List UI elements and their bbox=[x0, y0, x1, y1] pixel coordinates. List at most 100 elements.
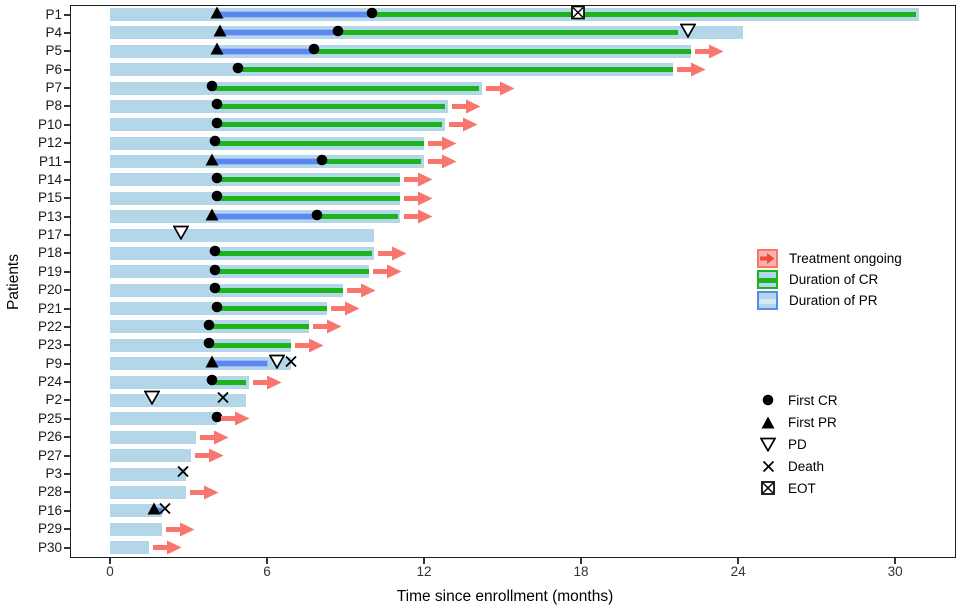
y-tick-label-P15: P15 bbox=[37, 190, 62, 206]
y-tick-label-P22: P22 bbox=[37, 318, 62, 334]
y-tick-label-P19: P19 bbox=[37, 263, 62, 279]
y-tick-mark-P18 bbox=[64, 252, 70, 255]
x-tick-label-6: 6 bbox=[263, 564, 271, 579]
y-tick-mark-P6 bbox=[64, 68, 70, 71]
bar-total-P28 bbox=[110, 485, 186, 499]
y-tick-mark-P22 bbox=[64, 325, 70, 328]
bar-total-P25 bbox=[110, 412, 218, 426]
x-tick-label-12: 12 bbox=[416, 564, 432, 579]
y-tick-mark-P10 bbox=[64, 123, 70, 126]
legend-label-first_cr: First CR bbox=[788, 392, 838, 408]
y-tick-mark-P11 bbox=[64, 160, 70, 163]
bar-total-P30 bbox=[110, 541, 150, 555]
y-tick-label-P8: P8 bbox=[45, 98, 62, 114]
first_pr-marker-P4 bbox=[213, 24, 227, 42]
ongoing-arrow-P30 bbox=[153, 540, 182, 560]
segment-cr-P8 bbox=[217, 103, 445, 109]
ongoing-arrow-P23 bbox=[294, 338, 324, 358]
legend-item-first_cr: First CR bbox=[760, 392, 838, 408]
y-tick-label-P21: P21 bbox=[37, 300, 62, 316]
segment-pr-P9 bbox=[212, 361, 268, 367]
y-tick-mark-P7 bbox=[64, 87, 70, 90]
ongoing-arrow-P18 bbox=[378, 246, 407, 266]
segment-cr-P15 bbox=[217, 195, 401, 201]
y-tick-label-P27: P27 bbox=[37, 447, 62, 463]
legend-label-eot: EOT bbox=[788, 480, 816, 496]
ongoing-arrow-P22 bbox=[312, 319, 342, 339]
ongoing-arrow-P26 bbox=[200, 430, 229, 450]
x-tick-mark-18 bbox=[580, 558, 583, 564]
y-tick-label-P9: P9 bbox=[45, 355, 62, 371]
first_cr-legend-icon bbox=[760, 392, 776, 408]
ongoing-arrow-P25 bbox=[221, 411, 250, 431]
y-tick-label-P30: P30 bbox=[37, 539, 62, 555]
y-tick-label-P28: P28 bbox=[37, 484, 62, 500]
first_cr-marker-P13 bbox=[311, 208, 323, 226]
pd-marker-P2 bbox=[143, 390, 161, 410]
y-tick-mark-P27 bbox=[64, 454, 70, 457]
x-tick-mark-24 bbox=[737, 558, 740, 564]
y-tick-label-P3: P3 bbox=[45, 466, 62, 481]
y-tick-label-P14: P14 bbox=[37, 171, 62, 187]
ongoing-arrow-P29 bbox=[166, 522, 195, 542]
y-tick-label-P23: P23 bbox=[37, 337, 62, 353]
bar-total-P29 bbox=[110, 522, 163, 536]
y-tick-mark-P15 bbox=[64, 197, 70, 200]
pd-marker-P9 bbox=[269, 354, 286, 374]
death-marker-P9 bbox=[284, 355, 297, 373]
legend-item-death: Death bbox=[760, 458, 824, 474]
y-tick-label-P25: P25 bbox=[37, 410, 62, 426]
first_cr-marker-P7 bbox=[206, 79, 218, 97]
ongoing-arrow-P6 bbox=[676, 62, 706, 82]
y-tick-mark-P16 bbox=[64, 509, 70, 512]
first_cr-marker-P5 bbox=[308, 42, 320, 60]
first_cr-marker-P23 bbox=[203, 336, 215, 354]
first_cr-marker-P19 bbox=[209, 263, 221, 281]
legend-item-cr: Duration of CR bbox=[757, 270, 878, 289]
segment-cr-P14 bbox=[217, 177, 401, 183]
segment-cr-P22 bbox=[209, 324, 309, 330]
first_pr-marker-P9 bbox=[205, 355, 219, 373]
bar-total-P27 bbox=[110, 449, 192, 463]
segment-pr-P4 bbox=[219, 30, 338, 36]
bar-total-P26 bbox=[110, 430, 197, 444]
legend-label-first_pr: First PR bbox=[788, 414, 837, 430]
segment-pr-P1 bbox=[217, 12, 372, 17]
death-marker-P16 bbox=[158, 502, 171, 520]
first_cr-marker-P25 bbox=[211, 410, 223, 428]
ongoing-arrow-P11 bbox=[428, 154, 457, 174]
legend-label-death: Death bbox=[788, 458, 825, 474]
x-tick-mark-6 bbox=[266, 558, 269, 564]
legend-item-ongoing: Treatment ongoing bbox=[757, 249, 902, 268]
legend-label-cr: Duration of CR bbox=[789, 272, 879, 287]
eot-legend-icon bbox=[760, 480, 776, 496]
y-tick-label-P20: P20 bbox=[37, 282, 62, 298]
legend-item-eot: EOT bbox=[760, 480, 816, 496]
y-tick-label-P5: P5 bbox=[45, 43, 62, 59]
y-tick-mark-P5 bbox=[64, 50, 70, 53]
first_pr-marker-P13 bbox=[205, 208, 219, 226]
death-legend-icon bbox=[760, 458, 776, 474]
legend-key-stripe bbox=[759, 299, 776, 304]
y-tick-mark-P21 bbox=[64, 307, 70, 310]
y-tick-mark-P3 bbox=[64, 473, 70, 475]
first_cr-marker-P21 bbox=[211, 300, 223, 318]
y-tick-label-P26: P26 bbox=[37, 429, 62, 445]
pd-marker-P17 bbox=[172, 225, 190, 245]
segment-pr-P11 bbox=[212, 159, 322, 165]
y-tick-mark-P17 bbox=[64, 234, 70, 237]
segment-cr-P18 bbox=[214, 250, 372, 256]
first_cr-marker-P18 bbox=[209, 244, 221, 262]
ongoing-arrow-P14 bbox=[404, 172, 433, 192]
legend-key-pr-icon bbox=[757, 291, 778, 310]
legend-item-pd: PD bbox=[760, 436, 807, 452]
legend-item-pr: Duration of PR bbox=[757, 291, 878, 310]
x-tick-label-18: 18 bbox=[573, 564, 589, 579]
ongoing-arrow-P24 bbox=[252, 375, 282, 395]
y-tick-label-P13: P13 bbox=[37, 208, 62, 224]
y-tick-label-P7: P7 bbox=[45, 80, 62, 96]
x-tick-label-30: 30 bbox=[887, 564, 903, 579]
pd-marker-P4 bbox=[679, 23, 697, 43]
legend-item-first_pr: First PR bbox=[760, 414, 837, 430]
